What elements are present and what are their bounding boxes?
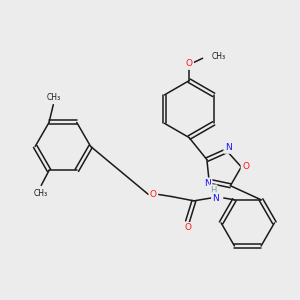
Text: O: O [150,190,157,199]
Text: H: H [210,186,216,195]
Text: N: N [225,143,232,152]
Text: CH₃: CH₃ [33,189,48,198]
Text: CH₃: CH₃ [46,93,60,102]
Text: O: O [184,224,191,232]
Text: CH₃: CH₃ [212,52,226,61]
Text: O: O [242,162,249,171]
Text: N: N [213,194,219,202]
Text: O: O [186,59,193,68]
Text: N: N [204,179,211,188]
